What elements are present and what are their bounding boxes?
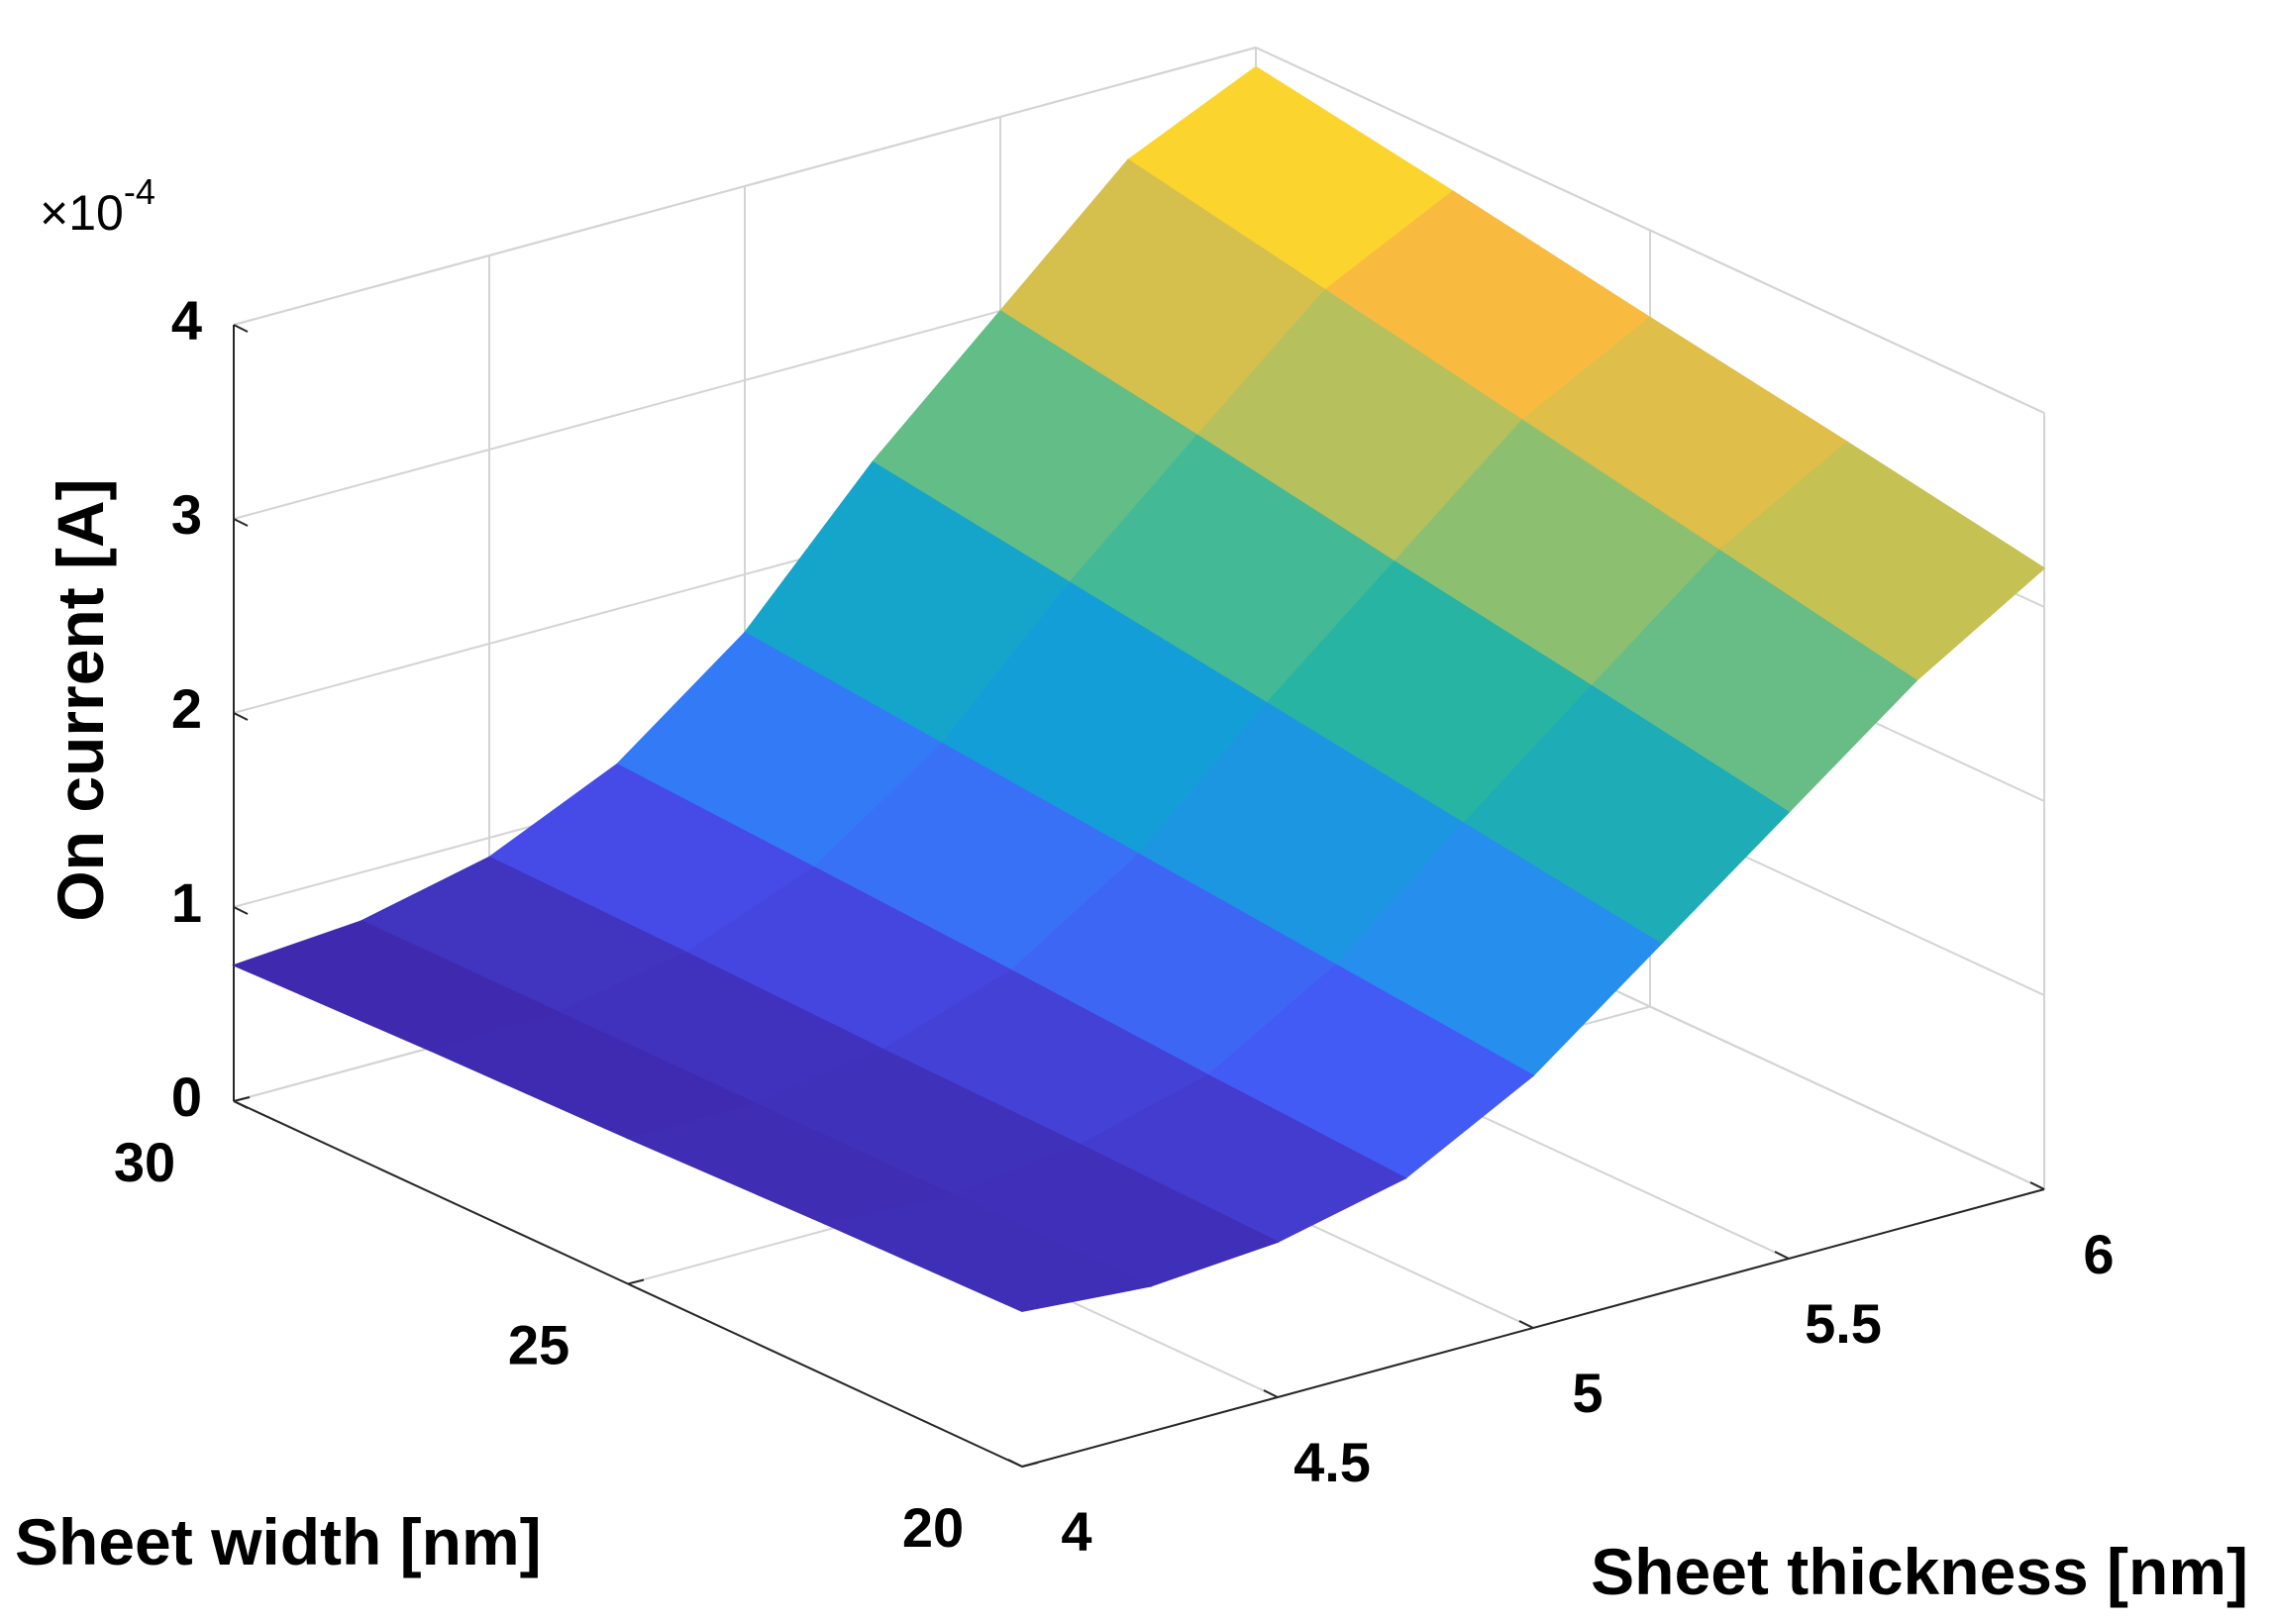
x-tick: [1774, 1251, 1790, 1260]
z-tick: [233, 906, 249, 915]
x-tick-label: 5.5: [1805, 1292, 1882, 1355]
multiplier-exponent: -4: [124, 171, 155, 212]
y-tick-label: 20: [902, 1496, 964, 1559]
z-tick: [233, 712, 249, 721]
y-tick-label: 25: [508, 1313, 569, 1375]
y-tick: [233, 1096, 251, 1102]
multiplier-base: ×10: [40, 185, 124, 241]
x-tick: [1263, 1389, 1279, 1398]
z-tick: [233, 324, 249, 333]
z-multiplier: ×10-4: [40, 171, 155, 241]
y-axis-title: Sheet width [nm]: [15, 1505, 542, 1578]
x-tick: [2029, 1181, 2045, 1190]
x-tick: [1007, 1459, 1023, 1468]
y-tick: [627, 1278, 645, 1285]
x-tick-label: 5: [1572, 1362, 1603, 1424]
z-tick-label: 2: [171, 677, 202, 740]
x-tick-label: 6: [2083, 1223, 2114, 1285]
x-tick-label: 4.5: [1294, 1431, 1371, 1493]
y-tick: [1021, 1462, 1039, 1468]
grid-line: [1255, 47, 2045, 414]
z-axis-title: On current [A]: [44, 478, 117, 921]
x-tick: [1518, 1320, 1534, 1329]
x-tick-label: 4: [1061, 1500, 1091, 1563]
z-tick-label: 0: [171, 1066, 202, 1128]
z-tick-label: 4: [171, 289, 202, 352]
z-tick: [233, 1100, 249, 1109]
y-tick-label: 30: [114, 1131, 175, 1193]
labels: 4 4.5 5 5.5 6 20 25 300 1 2 3 4: [114, 289, 2115, 1563]
surface: [231, 65, 2046, 1312]
z-tick-label: 1: [171, 871, 202, 934]
z-tick-label: 3: [171, 483, 202, 546]
grid-line: [233, 47, 1257, 326]
x-axis-title: Sheet thickness [nm]: [1591, 1535, 2248, 1608]
surface-patch: [822, 1193, 1153, 1312]
z-tick: [233, 518, 249, 527]
